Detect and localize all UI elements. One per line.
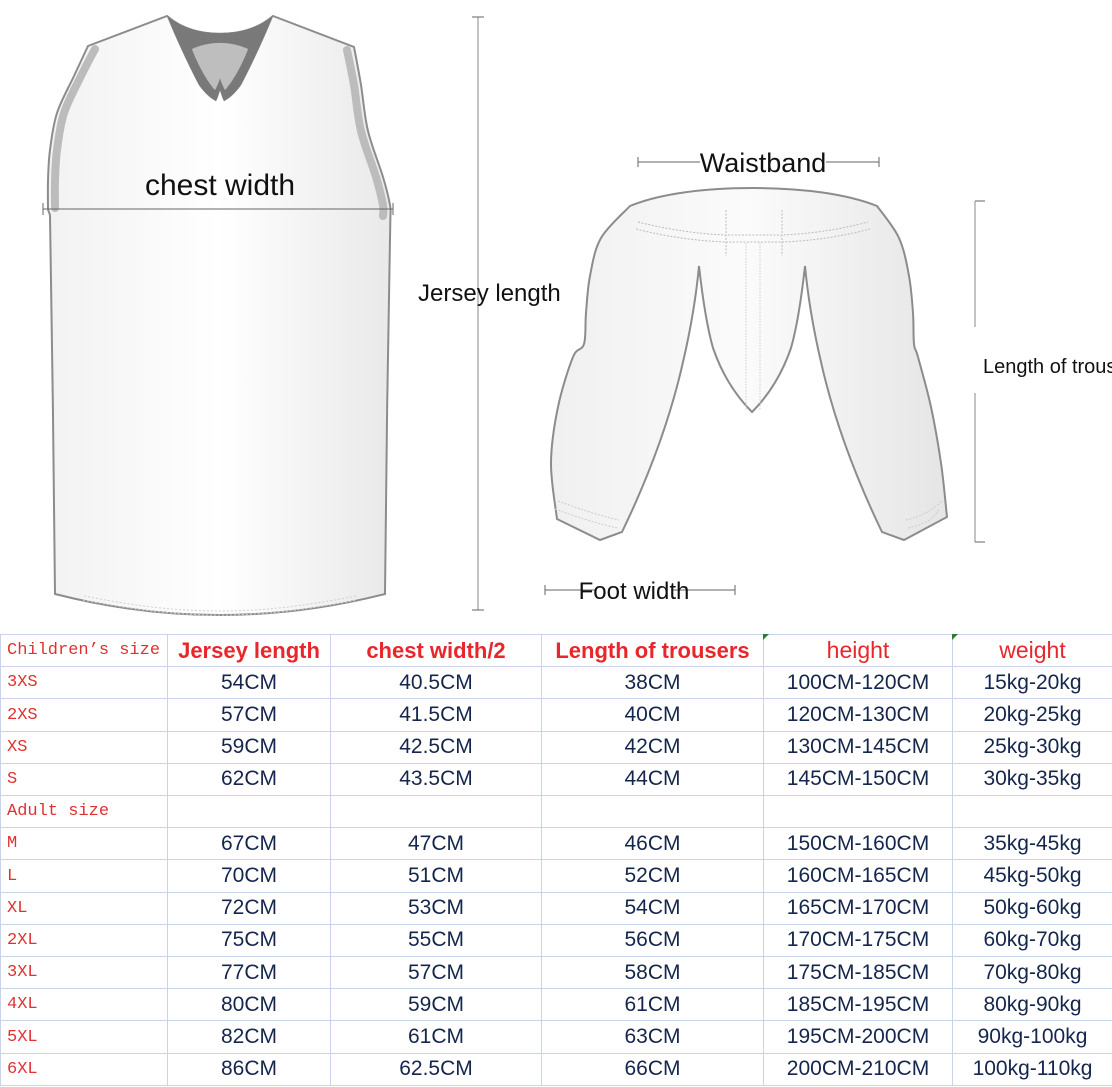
- svg-text:Waistband: Waistband: [700, 148, 827, 178]
- svg-text:Foot width: Foot width: [579, 578, 690, 605]
